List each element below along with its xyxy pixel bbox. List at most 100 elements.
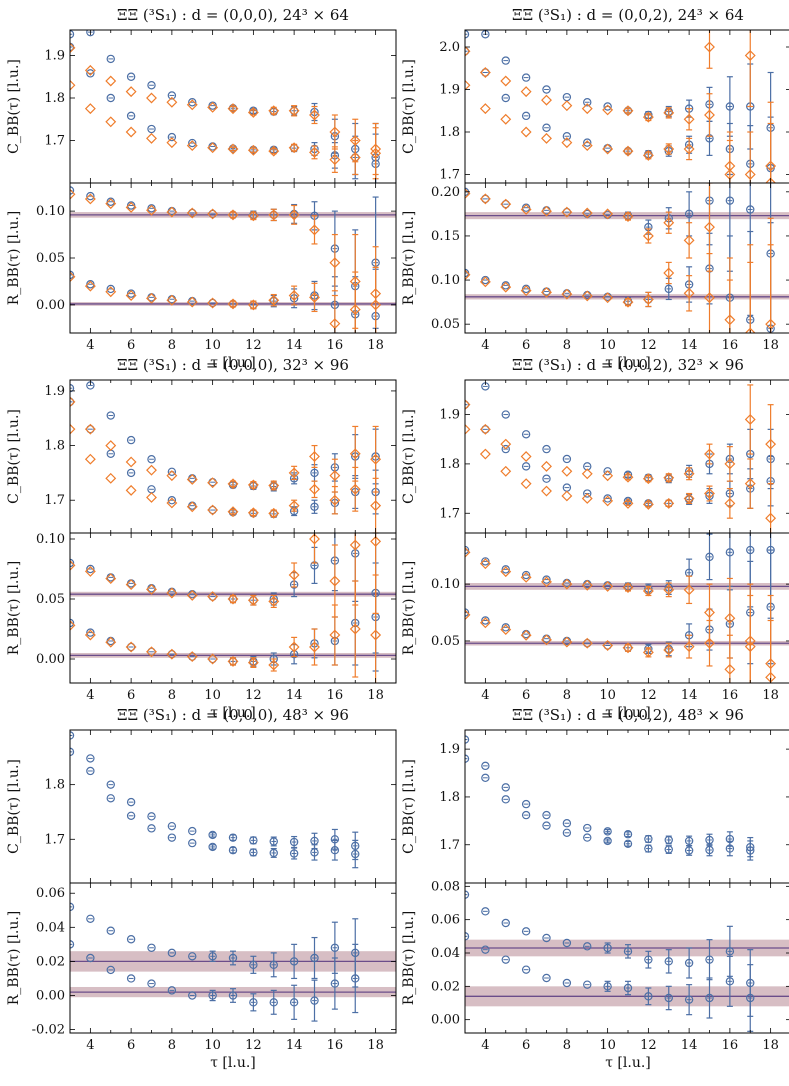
data-point xyxy=(208,952,217,961)
data-point xyxy=(167,986,177,995)
data-point xyxy=(561,636,573,648)
data-point xyxy=(664,835,673,845)
data-point xyxy=(208,505,217,515)
axes-frame xyxy=(464,729,789,884)
data-point xyxy=(330,943,340,952)
data-point xyxy=(247,299,259,311)
y-tick-label: 1.8 xyxy=(439,457,460,472)
data-point xyxy=(541,205,552,217)
data-point xyxy=(309,291,320,303)
data-point xyxy=(663,472,675,484)
y-tick-label: 1.8 xyxy=(439,125,460,140)
data-point xyxy=(310,996,319,1005)
data-point xyxy=(269,960,278,970)
data-point xyxy=(268,105,280,117)
data-point xyxy=(501,918,510,928)
data-point xyxy=(465,890,470,899)
data-point xyxy=(370,535,382,547)
x-tick-label: 6 xyxy=(127,338,135,353)
data-point xyxy=(481,68,490,77)
data-point xyxy=(683,641,695,653)
panel-top-3: 1.7 1.8 1.9 C_BB(τ) [l.u.] xyxy=(401,379,789,534)
data-point xyxy=(207,142,219,154)
data-point xyxy=(644,955,653,964)
y-tick-label: 1.7 xyxy=(44,832,65,847)
data-point xyxy=(725,548,735,557)
data-point xyxy=(126,642,136,652)
y-axis-label: C_BB(τ) [l.u.] xyxy=(6,409,22,504)
x-tick-label: 18 xyxy=(762,1038,779,1053)
data-point xyxy=(542,123,551,132)
data-point xyxy=(147,124,156,134)
y-tick-label: 1.9 xyxy=(439,742,460,757)
y-tick-label: 0.06 xyxy=(36,886,65,901)
data-point xyxy=(623,830,633,839)
data-point xyxy=(227,506,239,518)
chart-title: ΞΞ (³S₁) : d = (0,0,2), 24³ × 64 xyxy=(512,6,744,24)
y-tick-label: 0.08 xyxy=(431,879,460,894)
data-point xyxy=(465,269,471,281)
data-point xyxy=(541,634,552,646)
data-point xyxy=(351,974,360,983)
data-point xyxy=(465,45,471,57)
data-point xyxy=(479,617,491,629)
data-point xyxy=(479,276,491,288)
series-blue-lower xyxy=(70,42,380,183)
data-point xyxy=(521,927,531,936)
data-point xyxy=(70,619,76,631)
y-tick-label: 1.9 xyxy=(439,83,460,98)
data-point xyxy=(228,299,238,309)
data-point xyxy=(349,448,361,460)
panel-top-0: 1.7 1.8 1.9 C_BB(τ) [l.u.] xyxy=(6,29,397,184)
panel-top-1: 1.7 1.8 1.9 2.0 C_BB(τ) [l.u.] xyxy=(401,29,789,184)
data-point xyxy=(146,646,157,658)
data-point xyxy=(167,467,177,476)
data-point xyxy=(126,974,136,983)
data-point xyxy=(167,821,177,831)
y-tick-label: 0.00 xyxy=(36,298,65,313)
data-point xyxy=(106,965,115,975)
data-point xyxy=(724,663,736,675)
data-point xyxy=(479,448,491,460)
data-point xyxy=(583,138,592,147)
plot-area xyxy=(70,902,396,1022)
data-point xyxy=(84,193,96,205)
data-point xyxy=(228,991,238,1000)
data-point xyxy=(602,640,614,651)
y-tick-label: -0.02 xyxy=(32,1023,65,1038)
panel-top-2: 1.7 1.8 1.9 C_BB(τ) [l.u.] xyxy=(6,379,397,534)
y-tick-label: 1.9 xyxy=(439,408,460,423)
chart-title: ΞΞ (³S₁) : d = (0,0,0), 24³ × 64 xyxy=(117,6,349,24)
data-point xyxy=(207,101,219,113)
data-point xyxy=(603,494,612,503)
data-point xyxy=(70,79,76,91)
data-point xyxy=(765,177,777,183)
data-point xyxy=(581,140,593,152)
data-point xyxy=(724,612,736,624)
y-tick-label: 1.7 xyxy=(44,134,65,149)
data-point xyxy=(310,848,319,857)
data-point xyxy=(105,573,117,585)
data-point xyxy=(146,204,157,216)
data-point xyxy=(247,657,259,669)
x-tick-label: 12 xyxy=(640,338,657,353)
data-point xyxy=(581,103,593,115)
data-point xyxy=(126,72,136,81)
data-point xyxy=(86,754,95,763)
panel-top-4: 1.7 1.8 C_BB(τ) [l.u.] xyxy=(6,729,397,884)
data-point xyxy=(481,945,490,954)
data-point xyxy=(208,830,217,840)
data-point xyxy=(561,206,573,218)
data-point xyxy=(501,410,510,419)
x-tick-label: 14 xyxy=(681,338,698,353)
data-point xyxy=(684,958,694,968)
data-point xyxy=(126,289,136,298)
data-point xyxy=(309,224,320,236)
data-point xyxy=(622,471,634,483)
data-point xyxy=(541,286,552,298)
x-tick-label: 8 xyxy=(168,688,176,703)
y-tick-label: 0.15 xyxy=(431,229,460,244)
data-point xyxy=(581,493,593,504)
data-point xyxy=(602,143,614,155)
y-axis-label: R_BB(τ) [l.u.] xyxy=(401,561,417,656)
